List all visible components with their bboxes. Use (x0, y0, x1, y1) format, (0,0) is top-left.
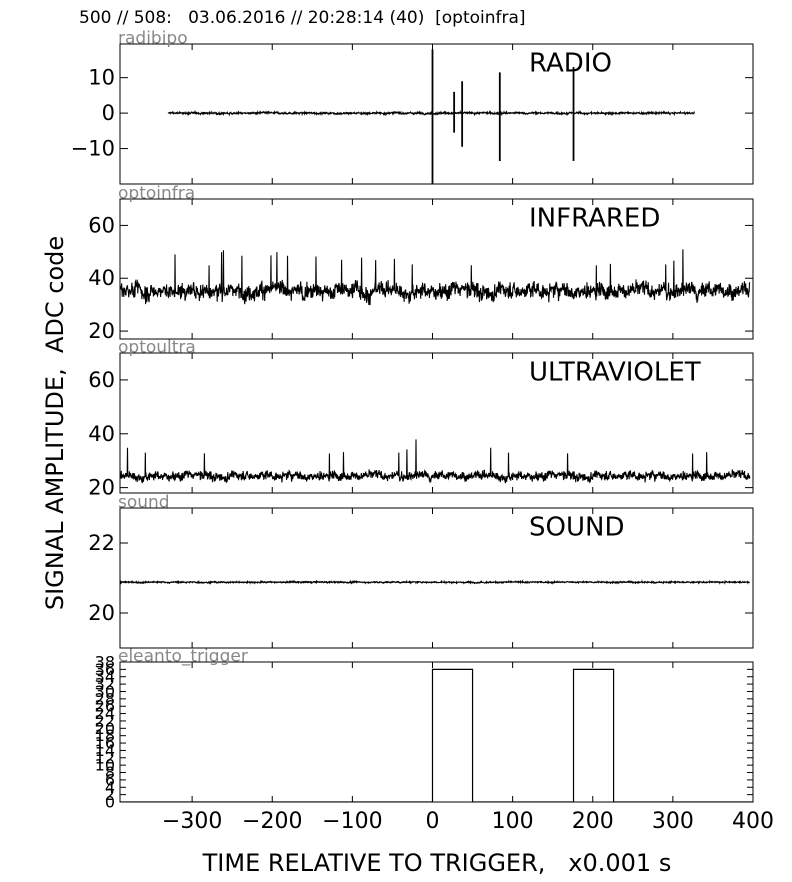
x-tick-label: −100 (322, 809, 382, 834)
panel-ultraviolet: 60 40 20 optoultra ULTRAVIOLET (88, 338, 754, 500)
y-tick-label: 40 (88, 266, 115, 290)
y-axis-label: SIGNAL AMPLITUDE, ADC code (41, 236, 69, 610)
y-tick-label: 24 (95, 704, 115, 723)
chart-header-title: 500 // 508: 03.06.2016 // 20:28:14 (40) … (79, 8, 526, 28)
panel-data-trigger (120, 668, 753, 802)
y-tick-label: 22 (95, 711, 115, 730)
y-tick-label: 26 (95, 697, 115, 716)
y-tick-label: 4 (105, 778, 115, 797)
x-tick-label: 200 (572, 809, 614, 834)
x-tick-label: 100 (492, 809, 534, 834)
y-tick-label: 32 (95, 675, 115, 694)
panel-data-sound (120, 579, 750, 585)
panel-sound: 22 20 sound SOUND (88, 493, 754, 649)
y-tick-label: 12 (95, 748, 115, 767)
y-tick-label: 20 (95, 719, 115, 738)
y-tick-label: 22 (88, 531, 115, 555)
y-tick-label: 2 (105, 785, 115, 804)
series-line-infrared (120, 249, 751, 306)
panel-title-infrared: INFRARED (529, 204, 660, 234)
y-tick-label: 14 (95, 741, 115, 760)
panel-data-infrared (120, 249, 751, 306)
panel-infrared: 60 40 20 optoinfra INFRARED (88, 184, 754, 343)
y-tick-label: 38 (95, 653, 115, 672)
y-tick-label: 60 (88, 368, 115, 392)
series-line-sound (120, 579, 750, 585)
y-tick-label: 16 (95, 734, 115, 753)
y-tick-label: −10 (71, 137, 115, 161)
y-tick-label: 40 (88, 422, 115, 446)
y-tick-label: 0 (102, 101, 115, 125)
y-tick-label: 30 (95, 682, 115, 701)
panel-frame-infrared (119, 198, 754, 340)
panel-radio: 10 0 −10 radibipo RADIO (71, 29, 754, 185)
y-tick-label: 8 (105, 763, 115, 782)
x-tick-label: 300 (652, 809, 694, 834)
panel-frame-sound (119, 507, 754, 649)
y-tick-label: 18 (95, 726, 115, 745)
y-tick-label: 60 (88, 213, 115, 237)
y-tick-label: 10 (88, 66, 115, 90)
series-line-radio (167, 109, 695, 117)
y-tick-label: 28 (95, 689, 115, 708)
y-tick-label: 34 (95, 667, 115, 686)
x-tick-label: 0 (425, 809, 439, 834)
y-tick-label: 20 (88, 319, 115, 343)
trigger-pulse-line (120, 668, 753, 802)
panel-frame-ultraviolet (119, 352, 754, 494)
panel-title-ultraviolet: ULTRAVIOLET (529, 358, 701, 388)
x-tick-label: 400 (732, 809, 774, 834)
panel-title-sound: SOUND (529, 513, 624, 543)
x-tick-label: −300 (162, 809, 222, 834)
y-tick-label: 0 (105, 793, 115, 812)
channel-label-ultraviolet: optoultra (118, 338, 196, 358)
channel-label-infrared: optoinfra (118, 184, 195, 204)
panel-data-radio (167, 49, 695, 184)
y-tick-label: 20 (88, 476, 115, 500)
y-tick-label: 20 (88, 601, 115, 625)
y-tick-label: 10 (95, 756, 115, 775)
panel-frame-radio (119, 43, 754, 185)
x-axis-label: TIME RELATIVE TO TRIGGER, x0.001 s (202, 849, 672, 877)
y-tick-label: 6 (105, 770, 115, 789)
x-tick-label: −200 (242, 809, 302, 834)
channel-label-radio: radibipo (118, 29, 188, 49)
panel-data-ultraviolet (120, 439, 751, 484)
channel-label-sound: sound (118, 493, 170, 513)
channel-label-trigger: eleanto_trigger (118, 647, 248, 667)
panel-title-radio: RADIO (529, 49, 612, 79)
y-tick-label: 36 (95, 660, 115, 679)
panel-frame-trigger (119, 661, 754, 803)
series-line-ultraviolet (120, 439, 751, 484)
